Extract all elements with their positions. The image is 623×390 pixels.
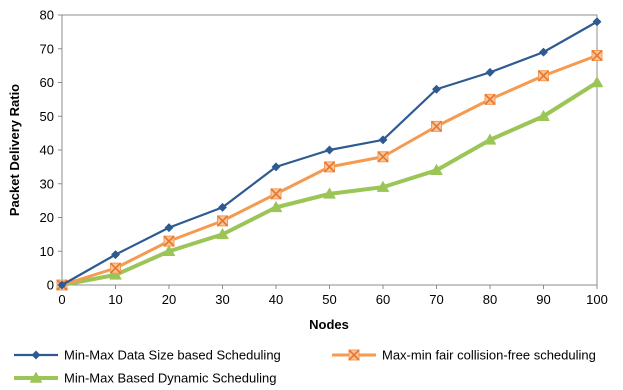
y-tick-label: 40 <box>40 143 54 158</box>
y-tick-label: 30 <box>40 176 54 191</box>
y-axis-ticks: 0 10 20 30 40 50 60 70 80 <box>40 8 62 293</box>
series-2-point <box>270 188 282 200</box>
series-1-point <box>110 250 121 260</box>
series-1-point <box>217 202 228 212</box>
series-1-point <box>378 135 388 145</box>
legend-swatch-marker <box>31 350 41 360</box>
series-3-point <box>109 268 122 280</box>
series-1-point <box>538 47 549 57</box>
series-1-point <box>164 223 174 233</box>
series-3-point <box>323 187 336 199</box>
legend-item-1: Min-Max Data Size based Scheduling <box>14 348 281 363</box>
series-1-point <box>57 280 67 290</box>
x-tick-label: 20 <box>162 292 176 307</box>
x-tick-label: 40 <box>269 292 283 307</box>
y-tick-label: 80 <box>40 8 54 23</box>
legend-swatch-marker <box>29 371 43 383</box>
y-tick-label: 70 <box>40 41 54 56</box>
x-tick-label: 80 <box>483 292 497 307</box>
series-1-point <box>592 17 602 27</box>
series-3-point <box>430 163 443 175</box>
x-tick-label: 30 <box>215 292 229 307</box>
y-tick-label: 0 <box>47 278 54 293</box>
x-tick-label: 50 <box>322 292 336 307</box>
legend-label: Min-Max Based Dynamic Scheduling <box>64 371 276 386</box>
x-tick-label: 90 <box>536 292 550 307</box>
series-2-point <box>591 49 603 62</box>
y-axis-title: Packet Delivery Ratio <box>7 84 22 216</box>
series-3-point <box>376 180 390 192</box>
series-layer <box>55 17 604 291</box>
series-1-point <box>431 84 442 94</box>
series-2-point <box>163 235 175 247</box>
series-3-point <box>590 75 604 88</box>
x-tick-label: 60 <box>376 292 390 307</box>
series-2-point <box>537 70 550 82</box>
series-1-point <box>271 162 281 172</box>
legend-label: Min-Max Data Size based Scheduling <box>64 348 281 363</box>
legend: Min-Max Data Size based Scheduling Max-mi… <box>14 348 596 386</box>
legend-item-3: Min-Max Based Dynamic Scheduling <box>14 371 276 386</box>
x-tick-label: 10 <box>108 292 122 307</box>
legend-item-2: Max-min fair collision-free scheduling <box>332 348 596 363</box>
x-axis-title: Nodes <box>309 317 349 332</box>
x-tick-label: 0 <box>58 292 65 307</box>
series-2-point <box>484 93 496 105</box>
legend-label: Max-min fair collision-free scheduling <box>382 348 596 363</box>
x-axis-ticks: 0 10 20 30 40 50 60 70 80 90 100 <box>58 285 608 307</box>
legend-swatch-marker <box>348 349 360 361</box>
series-2-point <box>377 151 389 163</box>
x-tick-label: 70 <box>429 292 443 307</box>
series-2-point <box>430 120 443 132</box>
y-tick-label: 60 <box>40 75 54 90</box>
series-2-point <box>323 161 336 173</box>
series-2-point <box>216 215 229 227</box>
y-tick-label: 10 <box>40 244 54 259</box>
y-tick-label: 20 <box>40 210 54 225</box>
y-tick-label: 50 <box>40 109 54 124</box>
x-tick-label: 100 <box>586 292 608 307</box>
series-1-point <box>324 145 335 155</box>
series-2-point <box>109 262 122 274</box>
series-3-point <box>269 200 283 213</box>
series-1-point <box>485 67 495 77</box>
series-3-point <box>483 133 497 145</box>
series-3-point <box>537 109 550 121</box>
series-3-point <box>216 227 229 240</box>
series-3-point <box>162 244 176 256</box>
